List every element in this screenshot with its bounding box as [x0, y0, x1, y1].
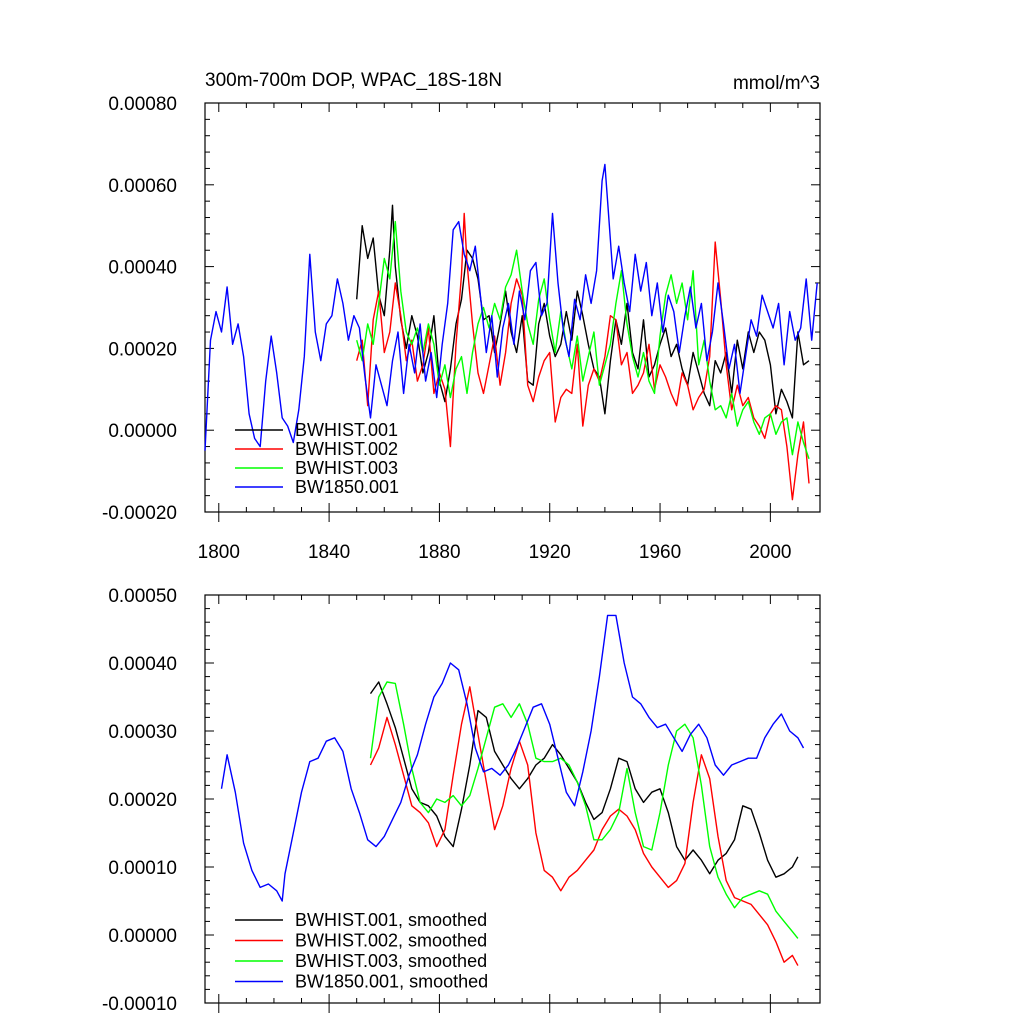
x-tick-label: 1920 [529, 542, 571, 563]
y-tick-label: 0.00020 [108, 790, 177, 811]
units-label: mmol/m^3 [733, 73, 820, 94]
y-tick-label: 0.00080 [108, 94, 177, 115]
y-tick-label: 0.00060 [108, 176, 177, 197]
legend-label: BW1850.001, smoothed [295, 972, 488, 992]
bottom-panel: -0.00010 0.00000 0.00010 0.00020 0.00030 0.00… [102, 586, 821, 1015]
plot-frame [204, 102, 821, 513]
legend-label: BW1850.001 [295, 477, 399, 497]
chart-title: 300m-700m DOP, WPAC_18S-18N [205, 70, 502, 91]
y-tick-label: 0.00000 [108, 421, 177, 442]
y-tick-label: 0.00010 [108, 858, 177, 879]
series-line-bwhist-001-smoothed [369, 681, 799, 878]
y-tick-label: 0.00020 [108, 339, 177, 360]
series-line-bwhist-002-smoothed [369, 686, 799, 966]
x-tick-label: 1800 [198, 542, 240, 563]
legend-label: BWHIST.001, smoothed [295, 910, 487, 930]
x-tick-label: 1880 [418, 542, 460, 563]
series-line-bwhist-001 [356, 204, 810, 419]
legend-label: BWHIST.003 [295, 458, 398, 478]
series-line-bwhist-003-smoothed [369, 681, 799, 939]
series-line-bw1850-001-smoothed [220, 614, 805, 902]
y-tick-label: 0.00000 [108, 926, 177, 947]
y-tick-label: -0.00020 [102, 503, 177, 524]
legend-label: BWHIST.002 [295, 439, 398, 459]
x-tick-label: 1960 [639, 542, 681, 563]
legend-label: BWHIST.003, smoothed [295, 951, 487, 971]
legend-label: BWHIST.001 [295, 420, 398, 440]
y-tick-label: 0.00040 [108, 258, 177, 279]
series-line-bw1850-001 [204, 163, 818, 451]
y-tick-label: 0.00050 [108, 586, 177, 607]
y-tick-label: 0.00030 [108, 722, 177, 743]
x-tick-label: 2000 [749, 542, 791, 563]
y-tick-label: -0.00010 [102, 994, 177, 1015]
legend-label: BWHIST.002, smoothed [295, 931, 487, 951]
top-panel: -0.00020 0.00000 0.00020 0.00040 0.00060 0.00… [102, 70, 821, 563]
series-line-bwhist-002 [356, 212, 810, 501]
series-line-bwhist-003 [356, 220, 810, 460]
x-tick-label: 1840 [308, 542, 350, 563]
y-tick-label: 0.00040 [108, 654, 177, 675]
